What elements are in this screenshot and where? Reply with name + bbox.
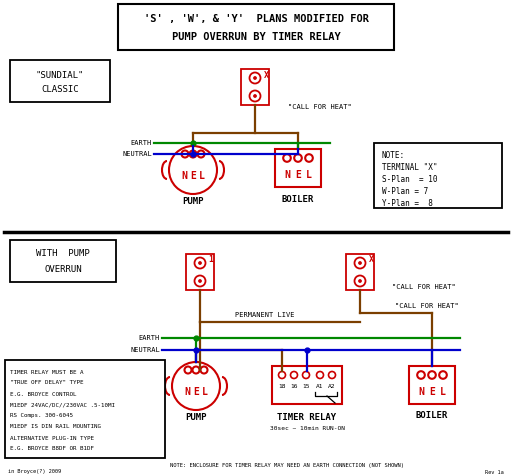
FancyBboxPatch shape — [241, 69, 269, 105]
Text: L: L — [440, 387, 446, 397]
Text: L: L — [202, 387, 208, 397]
Text: N: N — [184, 387, 190, 397]
Text: NEUTRAL: NEUTRAL — [122, 151, 152, 157]
Text: 'S' , 'W', & 'Y'  PLANS MODIFIED FOR: 'S' , 'W', & 'Y' PLANS MODIFIED FOR — [143, 14, 369, 24]
Text: "CALL FOR HEAT": "CALL FOR HEAT" — [395, 303, 459, 309]
Text: 1: 1 — [208, 256, 214, 265]
Text: RS Comps. 300-6045: RS Comps. 300-6045 — [10, 414, 73, 418]
Text: M1EDF IS DIN RAIL MOUNTING: M1EDF IS DIN RAIL MOUNTING — [10, 425, 101, 429]
Circle shape — [253, 77, 257, 79]
Circle shape — [358, 261, 361, 265]
Text: E: E — [190, 171, 196, 181]
Text: "CALL FOR HEAT": "CALL FOR HEAT" — [288, 104, 352, 110]
Text: EARTH: EARTH — [131, 140, 152, 146]
Text: X: X — [369, 256, 373, 265]
Text: Y-Plan =  8: Y-Plan = 8 — [382, 198, 433, 208]
Text: TIMER RELAY: TIMER RELAY — [278, 414, 336, 423]
FancyBboxPatch shape — [118, 4, 394, 50]
Text: 15: 15 — [302, 385, 310, 389]
Text: "TRUE OFF DELAY" TYPE: "TRUE OFF DELAY" TYPE — [10, 380, 83, 386]
FancyBboxPatch shape — [186, 254, 214, 290]
Text: BOILER: BOILER — [282, 195, 314, 204]
Text: BOILER: BOILER — [416, 411, 448, 420]
Text: S-Plan  = 10: S-Plan = 10 — [382, 175, 437, 184]
Text: EARTH: EARTH — [139, 335, 160, 341]
Text: TERMINAL "X": TERMINAL "X" — [382, 162, 437, 171]
FancyBboxPatch shape — [272, 366, 342, 404]
Circle shape — [253, 95, 257, 98]
Text: E.G. BROYCE B8DF OR B1DF: E.G. BROYCE B8DF OR B1DF — [10, 446, 94, 452]
Text: X: X — [264, 70, 268, 79]
Text: WITH  PUMP: WITH PUMP — [36, 249, 90, 258]
FancyBboxPatch shape — [346, 254, 374, 290]
FancyBboxPatch shape — [374, 143, 502, 208]
Text: OVERRUN: OVERRUN — [44, 265, 82, 274]
FancyBboxPatch shape — [10, 240, 116, 282]
FancyBboxPatch shape — [409, 366, 455, 404]
Text: 18: 18 — [278, 385, 286, 389]
Text: Rev 1a: Rev 1a — [485, 469, 504, 475]
Text: 30sec ~ 10min RUN-ON: 30sec ~ 10min RUN-ON — [269, 426, 345, 430]
Text: E.G. BROYCE CONTROL: E.G. BROYCE CONTROL — [10, 391, 76, 397]
Text: CLASSIC: CLASSIC — [41, 86, 79, 95]
Text: "CALL FOR HEAT": "CALL FOR HEAT" — [392, 284, 456, 290]
Text: E: E — [429, 387, 435, 397]
Text: A2: A2 — [328, 385, 336, 389]
Text: N: N — [284, 170, 290, 180]
Text: E: E — [193, 387, 199, 397]
FancyBboxPatch shape — [10, 60, 110, 102]
Circle shape — [199, 261, 202, 265]
Text: PUMP OVERRUN BY TIMER RELAY: PUMP OVERRUN BY TIMER RELAY — [172, 32, 340, 42]
Text: A1: A1 — [316, 385, 324, 389]
Text: PERMANENT LIVE: PERMANENT LIVE — [235, 312, 295, 318]
FancyBboxPatch shape — [5, 360, 165, 458]
Text: 16: 16 — [290, 385, 298, 389]
Text: TIMER RELAY MUST BE A: TIMER RELAY MUST BE A — [10, 369, 83, 375]
Text: PUMP: PUMP — [185, 414, 207, 423]
Text: NOTE:: NOTE: — [382, 150, 405, 159]
FancyBboxPatch shape — [275, 149, 321, 187]
Text: NOTE: ENCLOSURE FOR TIMER RELAY MAY NEED AN EARTH CONNECTION (NOT SHOWN): NOTE: ENCLOSURE FOR TIMER RELAY MAY NEED… — [170, 464, 404, 468]
Text: E: E — [295, 170, 301, 180]
Text: L: L — [306, 170, 312, 180]
Text: in Broyce(?) 2009: in Broyce(?) 2009 — [8, 469, 61, 475]
Circle shape — [199, 279, 202, 282]
Text: ALTERNATIVE PLUG-IN TYPE: ALTERNATIVE PLUG-IN TYPE — [10, 436, 94, 440]
Circle shape — [358, 279, 361, 282]
Text: M1EDF 24VAC/DC//230VAC .5-10MI: M1EDF 24VAC/DC//230VAC .5-10MI — [10, 403, 115, 407]
Text: "SUNDIAL": "SUNDIAL" — [36, 70, 84, 79]
Text: N: N — [418, 387, 424, 397]
Text: L: L — [199, 171, 205, 181]
Text: N: N — [181, 171, 187, 181]
Text: PUMP: PUMP — [182, 198, 204, 207]
Text: NEUTRAL: NEUTRAL — [130, 347, 160, 353]
Text: W-Plan = 7: W-Plan = 7 — [382, 187, 428, 196]
